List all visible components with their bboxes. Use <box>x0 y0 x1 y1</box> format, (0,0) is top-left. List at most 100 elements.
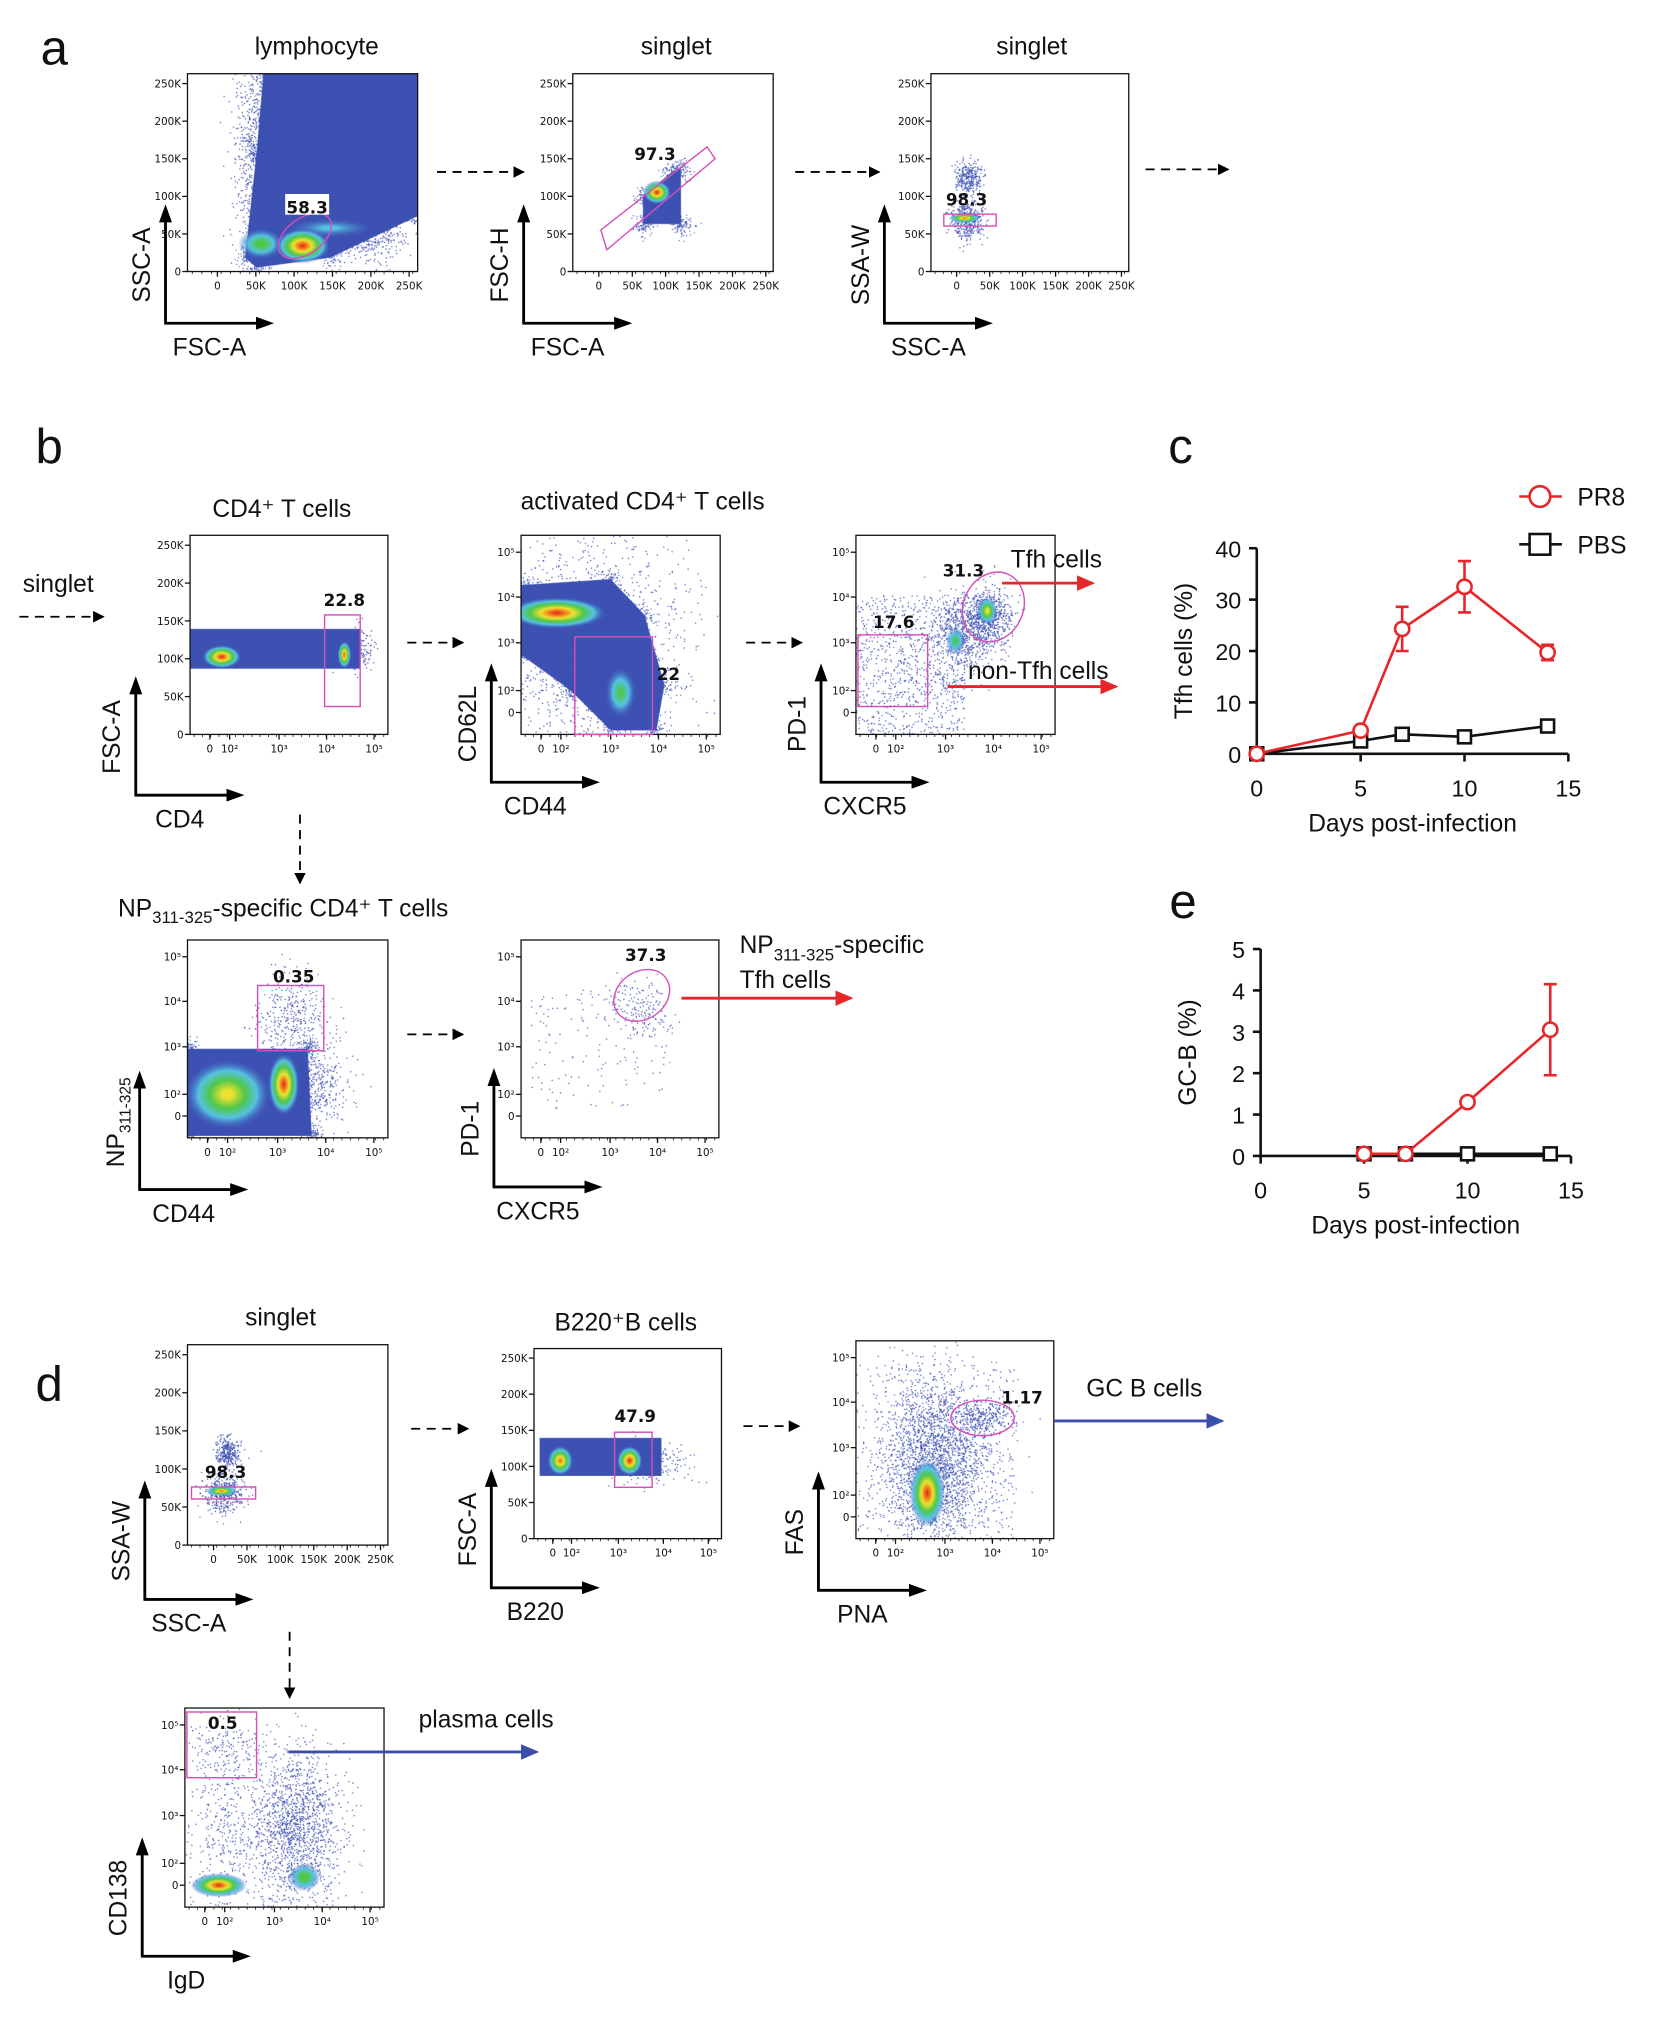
legend-label-pbs: PBS <box>1577 532 1626 559</box>
gate-percentage: 97.3 <box>634 144 675 164</box>
x-tick-label: 200K <box>334 1554 361 1566</box>
title-prefix: NP <box>118 896 152 923</box>
x-tick-label: 10³ <box>601 1147 618 1159</box>
np-suffix: -specific <box>834 932 924 959</box>
pbs-data-point <box>1542 1146 1559 1162</box>
x-tick-label: 50K <box>246 281 266 293</box>
y-tick-label: 10⁴ <box>161 1765 178 1777</box>
y-axis-label: SSC-A <box>129 227 156 303</box>
gate[interactable] <box>950 1399 1015 1437</box>
y-tick-label: 150K <box>157 616 184 628</box>
x-axis-label: CD44 <box>504 794 567 821</box>
gate[interactable] <box>857 634 929 708</box>
y-tick-label: 50K <box>161 1502 181 1514</box>
x-tick-label: 10² <box>221 744 238 756</box>
gate[interactable] <box>323 614 361 708</box>
y-tick-label: 150K <box>898 154 925 166</box>
y-tick-label: 0 <box>172 1880 179 1892</box>
y-tick-label: 200K <box>501 1389 528 1401</box>
a1-plot-frame <box>186 73 419 273</box>
pbs-data-point <box>1459 1146 1476 1162</box>
y-tick-label: 10² <box>164 1089 181 1101</box>
x-tick-label: 10³ <box>266 1916 283 1928</box>
gate[interactable] <box>574 636 654 736</box>
x-tick-label: 10⁵ <box>361 1916 378 1928</box>
x-tick-label: 150K <box>300 1554 327 1566</box>
x-tick-label: 10² <box>563 1548 580 1560</box>
y-tick-label: 10⁵ <box>161 1720 178 1732</box>
a3-event-density <box>930 73 1129 272</box>
y-tick-label: 250K <box>501 1353 528 1365</box>
y-axis-label: GC-B (%) <box>1175 999 1202 1105</box>
pr8-data-point <box>1456 578 1473 596</box>
plot-title: singlet <box>996 33 1067 60</box>
gate[interactable] <box>604 959 680 1032</box>
y-axis-label-subscript: 311-325 <box>118 1077 135 1133</box>
y-axis-label: SSA-W <box>108 1500 135 1581</box>
y-tick-label: 20 <box>1215 639 1241 665</box>
y-tick-label: 250K <box>540 78 567 90</box>
y-tick-label: 10⁵ <box>497 547 514 559</box>
gate[interactable] <box>190 1486 257 1500</box>
y-tick-label: 2 <box>1232 1061 1245 1087</box>
y-tick-label: 0 <box>521 1534 528 1546</box>
plot-title: B220⁺B cells <box>555 1309 698 1336</box>
x-tick-label: 5 <box>1354 775 1367 801</box>
y-tick-label: 50K <box>546 229 566 241</box>
y-tick-label: 50K <box>164 691 184 703</box>
d2-plot-frame <box>533 1347 723 1540</box>
gate[interactable] <box>943 213 997 227</box>
d1-plot-frame <box>186 1344 389 1546</box>
y-tick-label: 5 <box>1232 937 1245 963</box>
y-tick-label: 100K <box>898 191 925 203</box>
y-tick-label: 200K <box>155 116 182 128</box>
y-tick-label: 10³ <box>161 1810 178 1822</box>
panel-label-b: b <box>35 420 62 474</box>
x-tick-label: 10 <box>1452 775 1478 801</box>
y-tick-label: 0 <box>508 707 515 719</box>
y-tick-label: 150K <box>501 1425 528 1437</box>
x-axis-label: CXCR5 <box>823 794 906 821</box>
x-axis-label: SSC-A <box>891 335 967 362</box>
title-subscript: 311-325 <box>152 908 212 927</box>
x-tick-label: 200K <box>1075 281 1102 293</box>
y-tick-label: 10³ <box>164 1042 181 1054</box>
non-tfh-cells-label: non-Tfh cells <box>968 658 1109 685</box>
y-tick-label: 0 <box>918 266 925 278</box>
y-axis-label: SSA-W <box>848 224 875 305</box>
x-tick-label: 0 <box>204 1147 211 1159</box>
x-tick-label: 10⁵ <box>1031 1548 1048 1560</box>
x-tick-label: 10⁴ <box>314 1916 331 1928</box>
y-axis-label: CD138 <box>106 1860 133 1936</box>
x-tick-label: 50K <box>980 281 1000 293</box>
gate-percentage: 98.3 <box>946 189 987 209</box>
d1-event-density <box>187 1344 388 1546</box>
pr8-data-point <box>1539 644 1557 661</box>
x-tick-label: 10⁵ <box>700 1548 717 1560</box>
y-tick-label: 10⁵ <box>164 952 181 964</box>
x-tick-label: 0 <box>596 281 603 293</box>
x-axis-label: IgD <box>167 1968 205 1995</box>
gate[interactable] <box>951 562 1035 652</box>
y-tick-label: 250K <box>155 1350 182 1362</box>
y-tick-label: 10² <box>161 1858 178 1870</box>
y-tick-label: 10³ <box>832 638 849 650</box>
y-tick-label: 10 <box>1215 690 1241 716</box>
y-tick-label: 250K <box>898 78 925 90</box>
gate[interactable] <box>256 984 325 1052</box>
plot-title: singlet <box>245 1304 316 1331</box>
y-tick-label: 150K <box>155 1426 182 1438</box>
y-tick-label: 0 <box>1232 1144 1245 1170</box>
gate[interactable] <box>186 1711 258 1779</box>
x-tick-label: 50K <box>237 1554 257 1566</box>
gate[interactable] <box>600 145 717 252</box>
y-tick-label: 10⁵ <box>497 952 514 964</box>
x-tick-label: 10⁴ <box>317 1147 334 1159</box>
y-tick-label: 250K <box>157 540 184 552</box>
y-tick-label: 10³ <box>832 1443 849 1455</box>
x-tick-label: 10 <box>1455 1178 1481 1204</box>
gate[interactable] <box>270 204 339 267</box>
x-tick-label: 10⁵ <box>1032 744 1049 756</box>
gate[interactable] <box>613 1431 653 1489</box>
